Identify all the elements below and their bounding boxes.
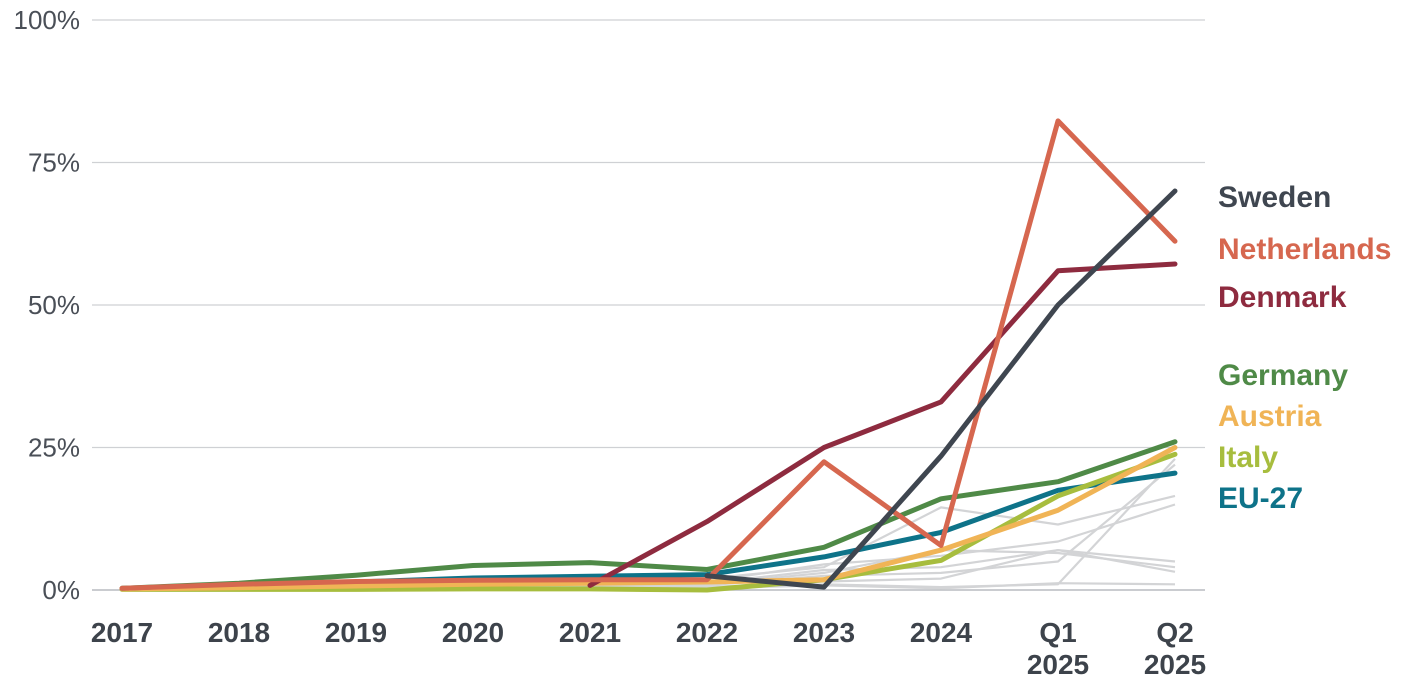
- y-tick-label: 50%: [28, 290, 80, 320]
- series-line-denmark: [587, 261, 1178, 588]
- x-tick-label: 2018: [208, 617, 270, 648]
- x-axis-ticks: 2017 2018 2019 2020 2021 2022 2023 2024 Q1 2025 Q2…: [91, 617, 1206, 680]
- x-tick-label: 2017: [91, 617, 153, 648]
- legend-label-eu-27: EU-27: [1218, 482, 1303, 515]
- x-tick-label: 2024: [910, 617, 973, 648]
- x-tick-label: Q2 2025: [1144, 617, 1206, 680]
- legend-label-germany: Germany: [1218, 359, 1348, 392]
- x-tick-label: 2020: [442, 617, 504, 648]
- legend: Sweden Netherlands Denmark Germany Austria It…: [1218, 181, 1391, 515]
- series-lines: [119, 118, 1178, 593]
- x-tick-label: 2019: [325, 617, 387, 648]
- series-line-eu-27: [119, 470, 1178, 592]
- legend-label-denmark: Denmark: [1218, 281, 1347, 314]
- y-tick-label: 25%: [28, 433, 80, 463]
- series-line-austria: [119, 445, 1178, 592]
- x-tick-label: Q1 2025: [1027, 617, 1089, 680]
- y-tick-label: 0%: [42, 575, 80, 605]
- series-line-sweden: [704, 188, 1178, 590]
- y-tick-label: 75%: [28, 148, 80, 178]
- legend-label-austria: Austria: [1218, 400, 1322, 433]
- x-tick-label: 2021: [559, 617, 621, 648]
- legend-label-italy: Italy: [1218, 441, 1278, 474]
- series-line-germany: [119, 439, 1178, 591]
- y-tick-label: 100%: [14, 5, 81, 35]
- legend-label-sweden: Sweden: [1218, 181, 1331, 214]
- x-tick-label: 2023: [793, 617, 855, 648]
- legend-label-netherlands: Netherlands: [1218, 233, 1391, 266]
- series-line-netherlands: [119, 118, 1178, 591]
- y-axis-ticks: 0% 25% 50% 75% 100%: [14, 5, 81, 605]
- background-series-line: [121, 463, 1176, 592]
- x-tick-label: 2022: [676, 617, 738, 648]
